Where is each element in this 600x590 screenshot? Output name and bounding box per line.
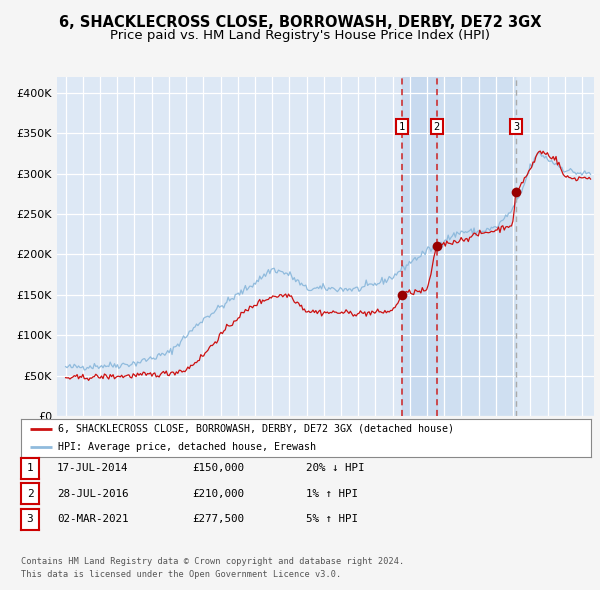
- Text: 6, SHACKLECROSS CLOSE, BORROWASH, DERBY, DE72 3GX (detached house): 6, SHACKLECROSS CLOSE, BORROWASH, DERBY,…: [58, 424, 454, 434]
- Text: £210,000: £210,000: [192, 489, 244, 499]
- Bar: [516, 77, 594, 416]
- Bar: [437, 77, 516, 416]
- Text: 6, SHACKLECROSS CLOSE, BORROWASH, DERBY, DE72 3GX: 6, SHACKLECROSS CLOSE, BORROWASH, DERBY,…: [59, 15, 541, 30]
- Text: £277,500: £277,500: [192, 514, 244, 524]
- Text: 02-MAR-2021: 02-MAR-2021: [57, 514, 128, 524]
- Text: 2: 2: [26, 489, 34, 499]
- Bar: [402, 77, 437, 416]
- Text: 28-JUL-2016: 28-JUL-2016: [57, 489, 128, 499]
- Text: This data is licensed under the Open Government Licence v3.0.: This data is licensed under the Open Gov…: [21, 571, 341, 579]
- Text: 1: 1: [26, 464, 34, 473]
- Text: 2: 2: [434, 122, 440, 132]
- Text: 1% ↑ HPI: 1% ↑ HPI: [306, 489, 358, 499]
- Text: Contains HM Land Registry data © Crown copyright and database right 2024.: Contains HM Land Registry data © Crown c…: [21, 558, 404, 566]
- Text: £150,000: £150,000: [192, 464, 244, 473]
- Text: Price paid vs. HM Land Registry's House Price Index (HPI): Price paid vs. HM Land Registry's House …: [110, 30, 490, 42]
- Text: 5% ↑ HPI: 5% ↑ HPI: [306, 514, 358, 524]
- Text: 17-JUL-2014: 17-JUL-2014: [57, 464, 128, 473]
- Text: HPI: Average price, detached house, Erewash: HPI: Average price, detached house, Erew…: [58, 442, 316, 453]
- Text: 3: 3: [513, 122, 519, 132]
- Text: 1: 1: [399, 122, 405, 132]
- Text: 3: 3: [26, 514, 34, 524]
- Text: 20% ↓ HPI: 20% ↓ HPI: [306, 464, 365, 473]
